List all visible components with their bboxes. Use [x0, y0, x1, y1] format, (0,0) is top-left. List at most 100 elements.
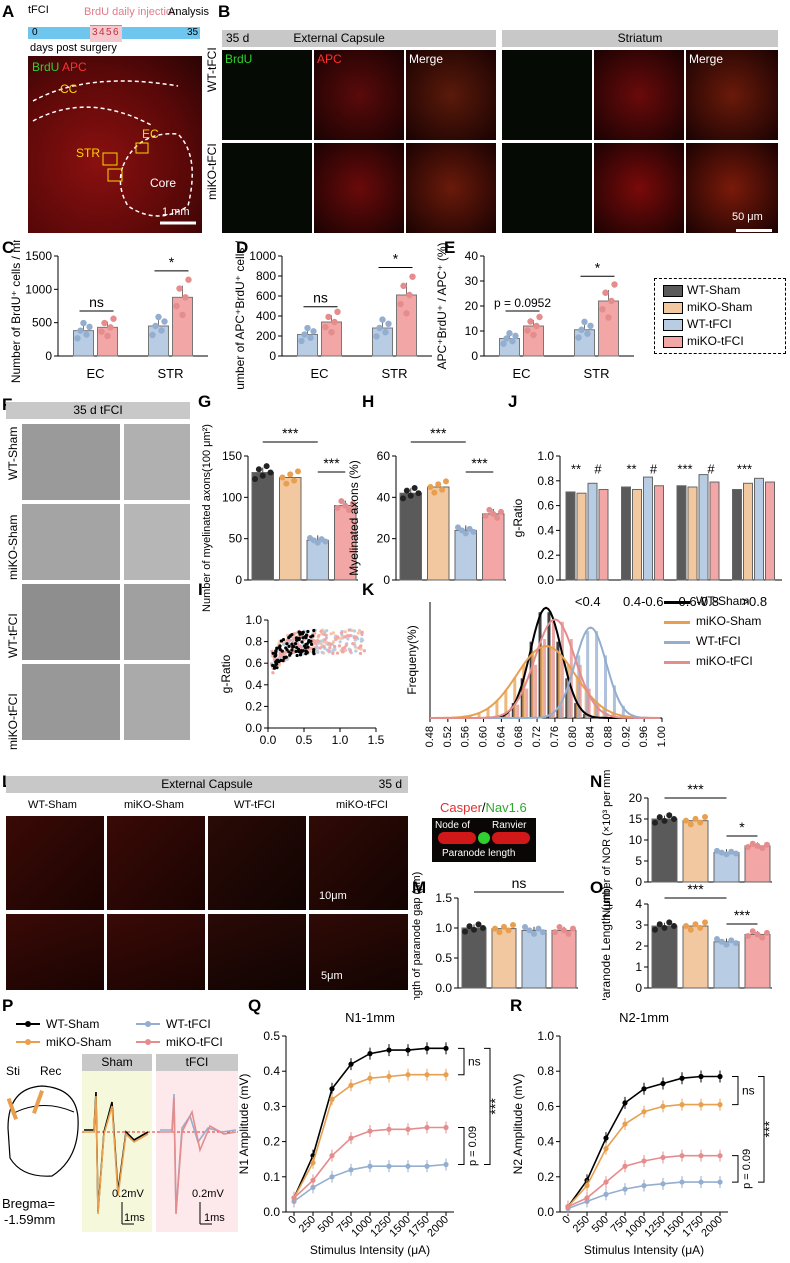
- bar-miko-sham: [743, 482, 753, 581]
- significance-label: ***: [687, 781, 704, 797]
- scatter-point: [292, 637, 296, 641]
- data-point: [608, 297, 615, 305]
- data-point: [603, 1191, 609, 1197]
- col-merge-label: Merge: [409, 52, 444, 66]
- y-tick-label: 15: [629, 812, 643, 826]
- data-point: [397, 300, 404, 308]
- x-category-label: STR: [382, 366, 408, 381]
- micro-b-str-apc-miko: [594, 143, 684, 233]
- histogram-bar: [560, 621, 564, 718]
- panel-label-c: C: [2, 238, 15, 257]
- x-tick-label: 0.64: [495, 726, 507, 747]
- data-point: [101, 319, 108, 327]
- p-legend-wt-tfci: WT-tFCI: [166, 1017, 211, 1031]
- scatter-point: [288, 638, 293, 642]
- data-point: [764, 929, 770, 936]
- em-miko-tfci-high: [124, 664, 190, 740]
- x-tick-label: 0.5: [296, 733, 313, 747]
- y-tick-label: 200: [256, 329, 276, 343]
- micro-b-ec-apc-wt: APC: [314, 50, 404, 140]
- col-merge-label-str: Merge: [689, 52, 724, 66]
- x-category-label: EC: [512, 366, 530, 381]
- data-point: [480, 925, 486, 931]
- data-point: [494, 514, 501, 521]
- scatter-point: [309, 642, 314, 646]
- data-point: [505, 927, 512, 934]
- y-tick-label: 1.5: [435, 891, 452, 905]
- data-point: [679, 1102, 685, 1108]
- y-tick-label: 1000: [249, 249, 276, 263]
- data-point: [379, 316, 386, 323]
- data-point: [161, 318, 168, 325]
- x-tick-label: 0.72: [531, 726, 543, 747]
- scatter-point: [331, 640, 336, 644]
- x-tick-label: 0.52: [442, 726, 454, 747]
- scale-bar-1mm: 1 mm: [162, 206, 190, 218]
- scatter-point: [316, 639, 320, 643]
- l-miko-tfci-high: 5μm: [309, 914, 408, 990]
- paranode-length-label: Paranode length: [442, 848, 516, 859]
- x-tick-label: 1.0: [332, 733, 349, 747]
- scatter-point: [319, 639, 323, 643]
- data-point: [683, 923, 689, 930]
- data-point: [486, 506, 493, 513]
- histogram-bar: [578, 664, 582, 718]
- chart-i: 0.0 0.2 0.4 0.6 0.8 1.0 g-Ratio 0.0 0.5 1.0 1.5: [219, 613, 385, 747]
- y-tick-label: 0.2: [537, 548, 554, 562]
- bar-wt-sham: [732, 488, 742, 581]
- bar-wt-tfci: [713, 852, 740, 883]
- data-point: [723, 941, 730, 948]
- data-point: [367, 1128, 373, 1134]
- data-point: [471, 926, 477, 933]
- data-point: [77, 327, 84, 334]
- y-tick-label: 0.5: [435, 951, 452, 965]
- scatter-point: [274, 660, 278, 664]
- l-wt-tfci-low: [208, 816, 306, 910]
- y-tick-label: 0.3: [263, 1099, 280, 1113]
- x-tick-label: 500: [590, 1214, 611, 1235]
- scatter-point: [294, 631, 299, 635]
- scatter-point: [360, 630, 364, 634]
- bar-miko-tfci: [482, 513, 505, 581]
- histogram-bar: [557, 653, 561, 718]
- significance-label: #: [594, 461, 602, 476]
- scatter-point: [312, 628, 316, 633]
- analysis-label: Analysis: [168, 6, 209, 18]
- tfci-header: tFCI: [156, 1054, 238, 1071]
- ec-label: EC: [142, 127, 159, 141]
- data-point: [702, 919, 708, 926]
- histogram-bar: [525, 688, 529, 718]
- data-point: [603, 1135, 609, 1141]
- data-point: [173, 302, 180, 310]
- scatter-point: [329, 642, 333, 646]
- x-tick-label: 1500: [387, 1214, 413, 1240]
- data-point: [622, 1186, 628, 1192]
- chart-k: Frequeny(%) 0.48 0.52 0.56 0.60 0.64 0.68 0.72 0…: [405, 602, 668, 747]
- x-tick-label: 0: [286, 1214, 299, 1227]
- scatter-point: [322, 644, 326, 649]
- data-point: [310, 1177, 316, 1183]
- data-point: [386, 1126, 392, 1132]
- bar-miko-tfci: [598, 488, 609, 581]
- data-point: [443, 1124, 449, 1131]
- data-point: [714, 936, 720, 943]
- bar-wt-tfci: [698, 474, 709, 581]
- data-point: [759, 934, 766, 941]
- data-point: [492, 925, 498, 932]
- scale-5um: 5μm: [321, 970, 343, 982]
- charts-qr: N1-1mm 0.0 0.1 0.2 0.3 0.4 0.5 N1 Amplitude (mV…: [237, 1010, 777, 1257]
- y-tick-label: 0.2: [263, 1135, 280, 1149]
- x-tick-label: 0.48: [424, 726, 436, 747]
- scatter-point: [337, 644, 342, 648]
- legend-swatch-miko-sham: [663, 302, 683, 314]
- data-point: [279, 474, 286, 481]
- y-tick-label: 4: [635, 897, 642, 911]
- scatter-point: [311, 634, 315, 638]
- data-point: [652, 926, 658, 933]
- y-tick-label: 1500: [25, 249, 52, 263]
- data-point: [526, 927, 533, 934]
- data-point: [462, 530, 469, 537]
- data-point: [310, 328, 317, 335]
- significance-label: ***: [282, 425, 299, 441]
- brdu-injection-label: BrdU daily injection: [84, 6, 179, 18]
